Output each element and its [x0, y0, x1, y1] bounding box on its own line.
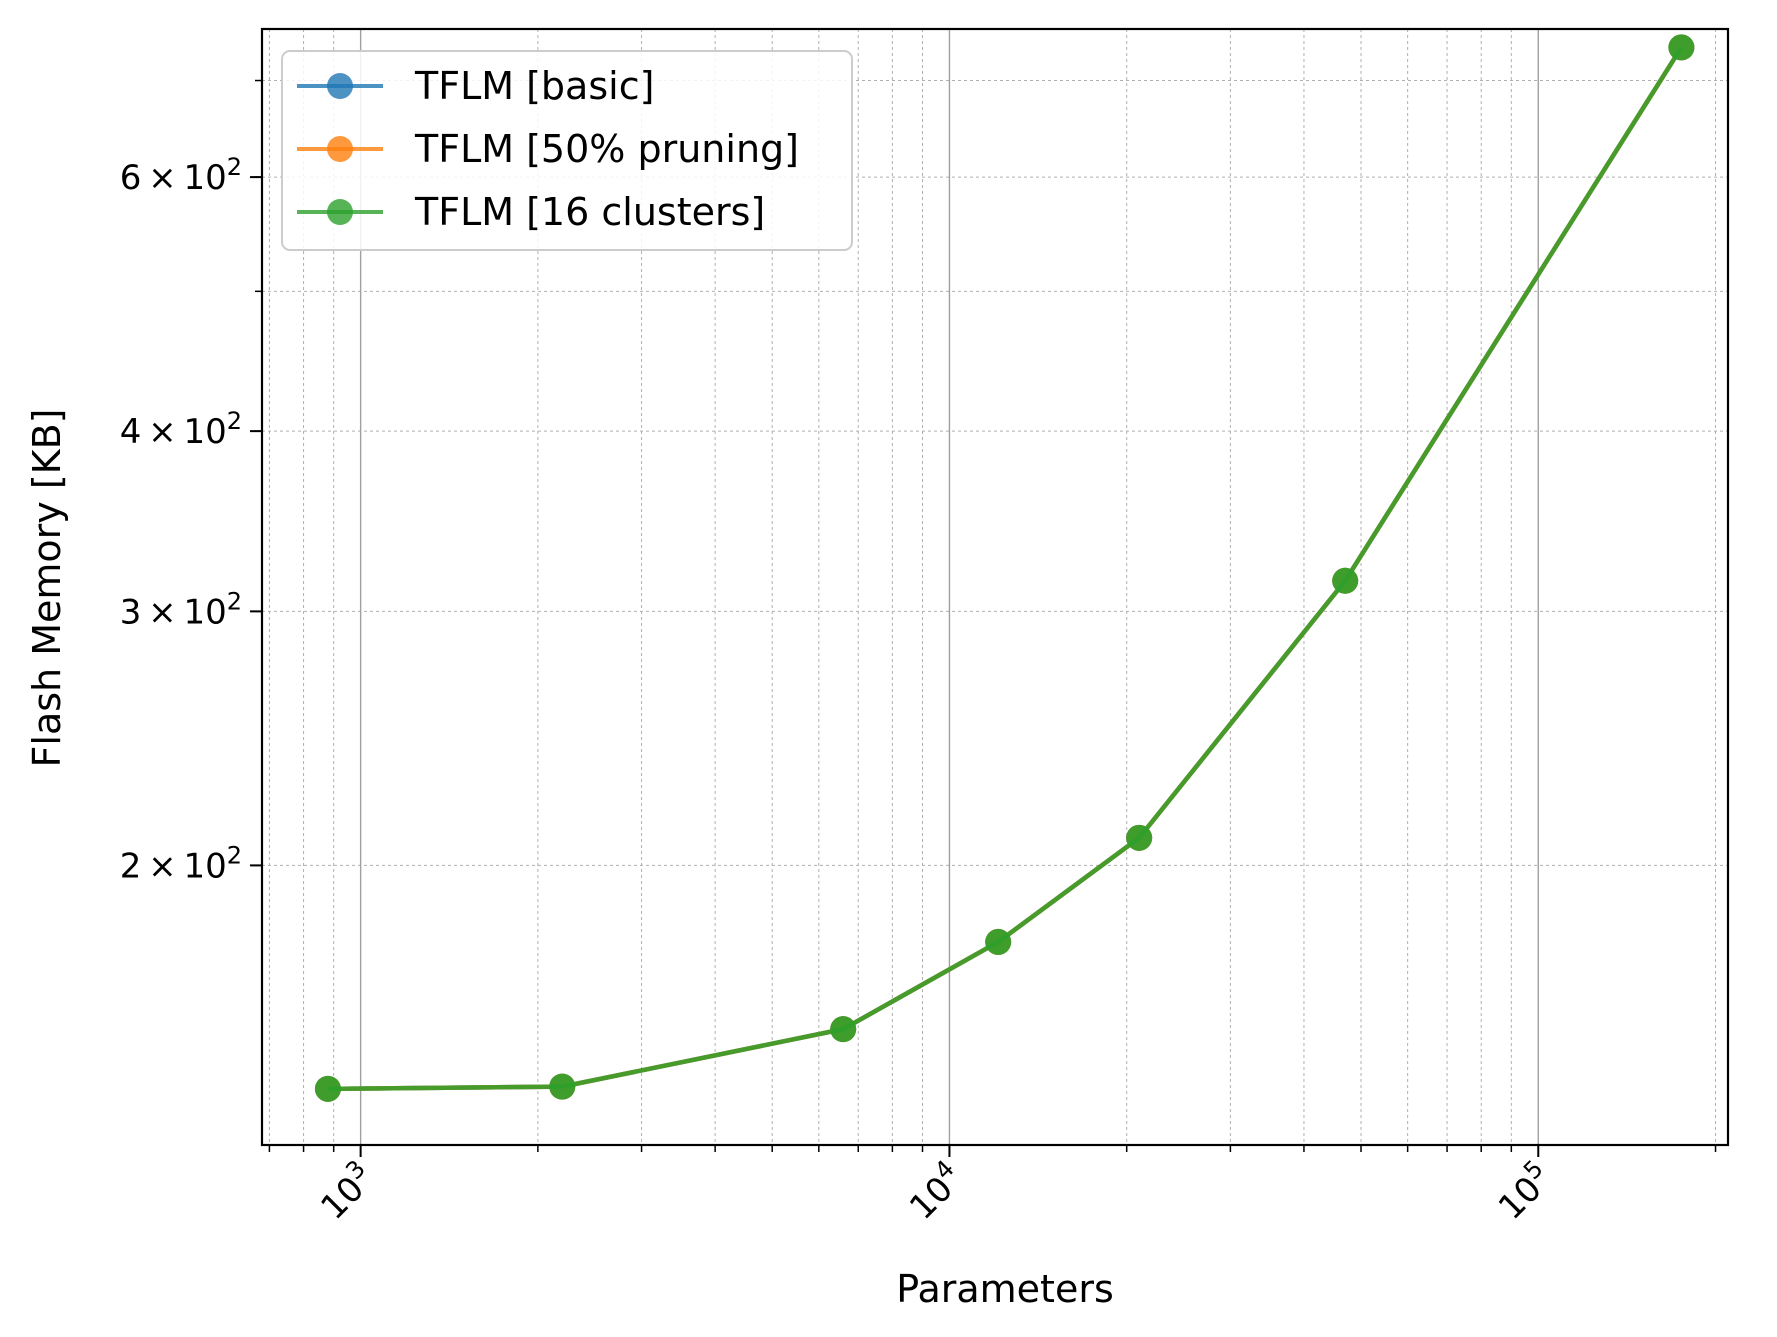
y-tick-exponent: 2 [227, 153, 242, 181]
y-tick-label: 3 × 102 [120, 587, 242, 632]
series-point-2 [830, 1016, 857, 1043]
legend-marker-basic [327, 73, 353, 99]
legend-label-clusters: TFLM [16 clusters] [414, 190, 765, 234]
series-point-2 [1668, 34, 1695, 61]
series-point-2 [985, 928, 1012, 955]
series-point-2 [1332, 567, 1359, 594]
y-tick-exponent: 2 [227, 407, 242, 435]
series-point-2 [314, 1075, 341, 1102]
y-tick-times-ten: × 10 [141, 592, 226, 632]
y-tick-times-ten: × 10 [141, 158, 226, 198]
legend-marker-clusters [327, 199, 353, 225]
legend: TFLM [basic] TFLM [50% pruning] TFLM [16… [281, 50, 853, 251]
legend-label-pruning: TFLM [50% pruning] [414, 127, 799, 171]
y-tick-exponent: 2 [227, 587, 242, 615]
legend-item-basic: TFLM [basic] [297, 64, 654, 108]
legend-label-basic: TFLM [basic] [414, 64, 654, 108]
legend-item-clusters: TFLM [16 clusters] [297, 190, 765, 234]
y-tick-exponent: 2 [227, 841, 242, 869]
series-point-2 [1126, 824, 1153, 851]
x-axis-label: Parameters [896, 1267, 1114, 1311]
plot-frame [260, 27, 1730, 1147]
y-tick-times-ten: × 10 [141, 846, 226, 886]
y-tick-coefficient: 2 [120, 846, 142, 886]
y-tick-coefficient: 6 [120, 158, 142, 198]
y-tick-label: 6 × 102 [120, 153, 242, 198]
legend-item-pruning: TFLM [50% pruning] [297, 127, 799, 171]
ticks [250, 79, 1717, 1157]
y-tick-coefficient: 4 [120, 412, 142, 452]
y-tick-times-ten: × 10 [141, 412, 226, 452]
y-tick-label: 4 × 102 [120, 407, 242, 452]
legend-marker-pruning [327, 136, 353, 162]
y-tick-coefficient: 3 [120, 592, 142, 632]
series-point-2 [549, 1073, 576, 1100]
y-axis-label: Flash Memory [KB] [25, 409, 69, 768]
y-tick-label: 2 × 102 [120, 841, 242, 886]
series-layer [314, 34, 1695, 1102]
legend-box [281, 50, 853, 251]
